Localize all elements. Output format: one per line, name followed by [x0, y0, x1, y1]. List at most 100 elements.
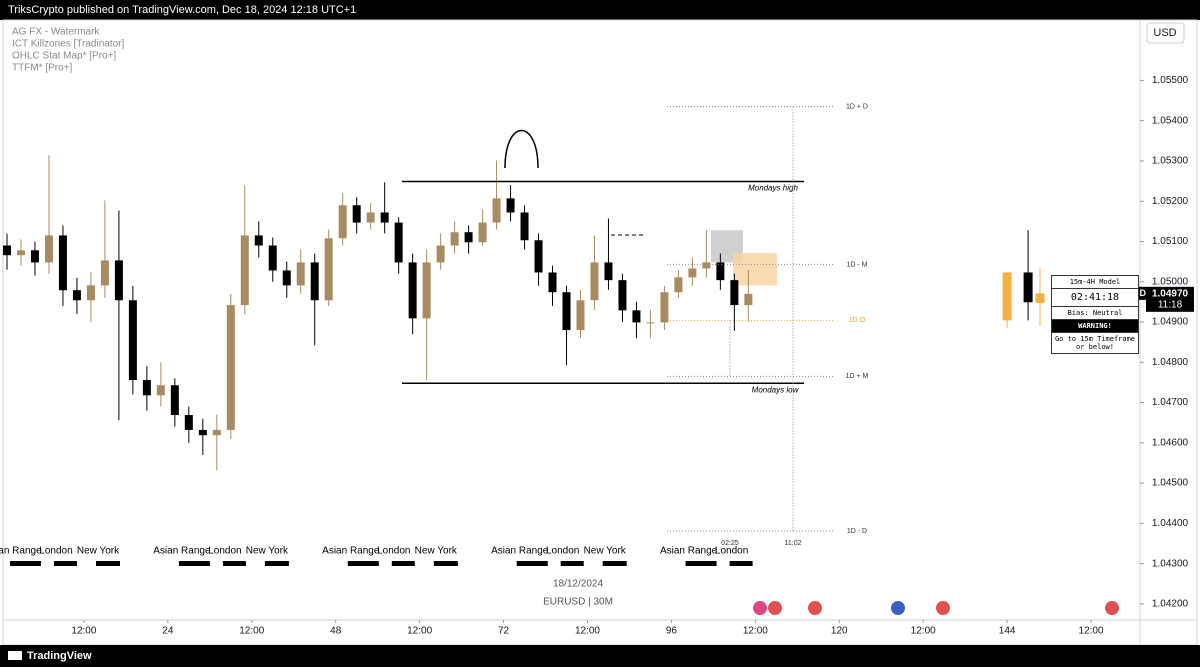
event-icon[interactable]	[936, 601, 950, 615]
event-icon[interactable]	[891, 601, 905, 615]
footer-brand: TradingView	[27, 650, 92, 662]
event-icon[interactable]	[753, 601, 767, 615]
y-tick-label: 1.04900	[1152, 317, 1189, 328]
session-label: New York	[246, 546, 289, 557]
daily-level-label: 1D - M	[847, 261, 868, 268]
candle-body	[2, 245, 11, 256]
last-price-label: 1.04970	[1152, 288, 1189, 299]
session-bar	[516, 561, 548, 566]
y-tick-label: 1.04500	[1152, 478, 1189, 489]
x-tick-label: 12:00	[407, 626, 432, 637]
event-icon[interactable]	[768, 601, 782, 615]
candle-body	[128, 300, 137, 380]
x-tick-label: 12:00	[575, 626, 600, 637]
x-tick-label: 24	[162, 626, 174, 637]
session-label: London	[39, 546, 72, 557]
last-price-box	[1146, 286, 1194, 312]
date-label: 18/12/2024	[553, 579, 603, 590]
indicator-name: ICT Killzones [Tradinator]	[12, 39, 124, 50]
session-bar	[264, 561, 289, 566]
candle-body	[184, 415, 193, 430]
indicator-name: TTFM* [Pro+]	[12, 63, 73, 74]
session-bar	[433, 561, 458, 566]
session-bar	[729, 561, 753, 566]
currency-button[interactable]	[1146, 22, 1185, 44]
session-bar	[54, 561, 77, 566]
x-tick-label: 120	[831, 626, 848, 637]
candle-body	[268, 245, 277, 271]
header-text: TriksCrypto published on TradingView.com…	[8, 4, 356, 16]
candle-body	[436, 245, 445, 263]
event-icon[interactable]	[808, 601, 822, 615]
x-tick-label: 96	[666, 626, 678, 637]
candle-body	[492, 198, 501, 223]
candle-body	[506, 198, 515, 213]
candle-body	[58, 235, 67, 291]
x-tick-label: 12:00	[743, 626, 768, 637]
y-tick-label: 1.05500	[1152, 75, 1189, 86]
session-bar	[391, 561, 415, 566]
plot-area: Mondays high Mondays low 1D + D 1D - M 1D O 1…	[0, 103, 1045, 566]
candle-body	[282, 270, 291, 286]
candle-body	[1002, 272, 1012, 321]
session-bar	[222, 561, 246, 566]
y-tick-label: 1.04700	[1152, 397, 1189, 408]
candle-body	[674, 277, 683, 293]
info-title: 15m-4H Model	[1052, 276, 1138, 289]
session-label: Asian Range	[0, 546, 42, 557]
candle-body	[366, 212, 375, 223]
info-message: Go to 15m Timeframe or below!	[1054, 335, 1136, 351]
x-tick-label: 12:00	[239, 626, 264, 637]
candle-body	[632, 310, 641, 323]
interval-label: EURUSD | 30M	[543, 597, 613, 608]
y-tick-label: 1.04200	[1152, 599, 1189, 610]
session-label: London	[546, 546, 579, 557]
candle-body	[240, 235, 249, 306]
candle-body	[688, 268, 697, 278]
candle-body	[352, 205, 361, 223]
candle-body	[534, 240, 543, 273]
arc-drawing	[504, 129, 539, 169]
candle-body	[338, 205, 347, 239]
candle-body	[702, 262, 711, 269]
event-icons	[753, 601, 1119, 615]
candle-body	[310, 262, 319, 301]
session-label: London	[377, 546, 410, 557]
session-label: Asian Range	[322, 546, 380, 557]
candle-body	[730, 280, 739, 306]
countdown-label: 11:18	[1158, 299, 1183, 310]
info-box: 15m-4H Model 02:41:18 Bias: Neutral WARN…	[1051, 275, 1139, 354]
candle-body	[422, 262, 431, 319]
session-bar	[178, 561, 210, 566]
x-tick-label: 48	[330, 626, 342, 637]
candle-body	[212, 429, 221, 436]
candle-body	[380, 212, 389, 223]
event-icon[interactable]	[1105, 601, 1119, 615]
session-bar	[602, 561, 627, 566]
y-tick-label: 1.04600	[1152, 437, 1189, 448]
candle-body	[450, 232, 459, 246]
daily-level-label: 1D - D	[847, 528, 867, 535]
session-bar	[560, 561, 584, 566]
candle-body	[44, 235, 53, 263]
x-tick-label: 12:00	[71, 626, 96, 637]
zone	[733, 253, 777, 286]
indicator-name: AG FX - Watermark	[12, 27, 100, 38]
session-label: New York	[77, 546, 120, 557]
candle-body	[576, 300, 585, 331]
daily-level-label: 1D O	[849, 317, 866, 324]
time-label: 11:02	[785, 540, 802, 547]
candle-body	[16, 250, 25, 256]
candle-body	[324, 238, 333, 301]
candle-body	[618, 280, 627, 311]
info-warning: WARNING!	[1052, 320, 1138, 333]
candle-body	[226, 305, 235, 430]
footer-bar	[0, 645, 1200, 667]
currency-label[interactable]: USD	[1153, 27, 1176, 39]
candle-body	[394, 222, 403, 263]
footer-logo	[8, 651, 22, 660]
monday-level-label: Mondays high	[748, 184, 798, 193]
candle-body	[254, 235, 263, 246]
y-tick-label: 1.05000	[1152, 276, 1189, 287]
x-tick-label: 12:00	[911, 626, 936, 637]
